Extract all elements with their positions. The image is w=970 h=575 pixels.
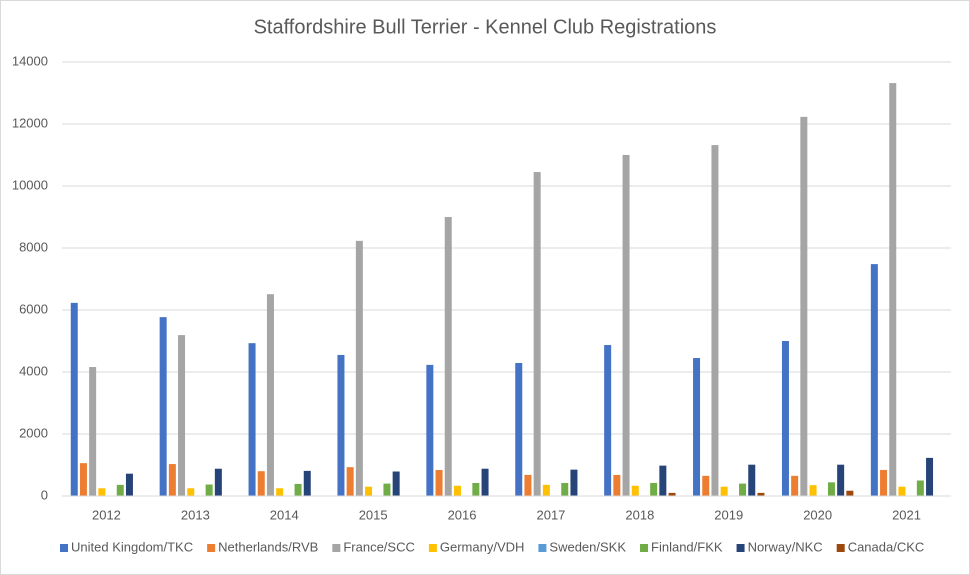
bar — [276, 488, 284, 496]
bar — [702, 475, 710, 496]
x-tick-label: 2012 — [92, 507, 121, 522]
bar — [570, 469, 578, 496]
bar — [383, 483, 391, 496]
y-tick-label: 8000 — [19, 239, 48, 254]
bar — [266, 294, 274, 496]
bar — [926, 457, 934, 496]
bar — [89, 367, 97, 496]
x-tick-label: 2014 — [270, 507, 299, 522]
bar — [365, 486, 373, 496]
bar — [622, 155, 630, 496]
bar — [187, 488, 195, 496]
bar — [889, 83, 897, 496]
bar — [870, 264, 878, 496]
x-tick-label: 2013 — [181, 507, 210, 522]
bar — [668, 492, 676, 496]
bar — [800, 116, 808, 497]
legend-label: Finland/FKK — [651, 539, 723, 554]
y-tick-label: 4000 — [19, 363, 48, 378]
bar — [248, 343, 256, 496]
x-tick-label: 2017 — [536, 507, 565, 522]
bar — [693, 358, 701, 496]
bar — [631, 485, 639, 496]
legend-swatch — [538, 544, 547, 552]
bar — [809, 485, 817, 496]
legend-label: United Kingdom/TKC — [71, 539, 193, 554]
bar — [827, 482, 835, 496]
bar — [70, 302, 78, 496]
bar — [257, 471, 265, 496]
bar — [392, 471, 400, 496]
bar — [294, 483, 302, 496]
bar — [355, 240, 363, 496]
bar — [98, 488, 106, 496]
bar — [533, 172, 541, 497]
legend-label: Norway/NKC — [748, 539, 823, 554]
legend-label: Netherlands/RVB — [218, 539, 318, 554]
bar — [346, 467, 354, 496]
bar — [739, 483, 747, 496]
bar — [757, 492, 765, 496]
bar — [178, 335, 186, 496]
bar — [916, 480, 924, 496]
bar — [650, 482, 658, 496]
bar — [205, 484, 213, 496]
bar — [472, 482, 480, 496]
bar — [125, 473, 133, 496]
bar — [791, 475, 799, 496]
bar — [453, 485, 461, 496]
bar — [159, 317, 167, 496]
bar — [435, 469, 443, 496]
x-tick-label: 2019 — [714, 507, 743, 522]
bar — [781, 341, 789, 496]
bar — [711, 145, 719, 496]
y-tick-label: 12000 — [12, 115, 48, 130]
bar — [303, 470, 311, 496]
legend-swatch — [836, 544, 845, 552]
y-tick-label: 2000 — [19, 425, 48, 440]
legend-swatch — [332, 544, 341, 552]
y-tick-label: 6000 — [19, 301, 48, 316]
x-tick-label: 2018 — [625, 507, 654, 522]
bar — [444, 217, 452, 496]
x-tick-label: 2016 — [448, 507, 477, 522]
bar — [116, 484, 124, 496]
legend-swatch — [640, 544, 649, 552]
legend-swatch — [428, 544, 437, 552]
bar — [214, 468, 222, 496]
legend-label: Sweden/SKK — [549, 539, 626, 554]
legend-label: Germany/VDH — [440, 539, 525, 554]
y-tick-label: 10000 — [12, 177, 48, 192]
bar — [337, 354, 345, 496]
bar — [880, 469, 888, 496]
bar — [613, 474, 621, 496]
x-tick-label: 2015 — [359, 507, 388, 522]
bar — [481, 468, 489, 496]
bar — [846, 490, 854, 496]
x-tick-label: 2020 — [803, 507, 832, 522]
bar — [604, 345, 612, 496]
legend-swatch — [736, 544, 745, 552]
bar — [542, 484, 550, 496]
legend-label: France/SCC — [343, 539, 415, 554]
legend-swatch — [207, 544, 216, 552]
bar — [898, 486, 906, 496]
bar — [720, 486, 728, 496]
bar — [659, 465, 667, 496]
bar — [168, 464, 176, 496]
y-tick-label: 0 — [41, 487, 48, 502]
chart-title: Staffordshire Bull Terrier - Kennel Club… — [254, 16, 717, 38]
legend-swatch — [60, 544, 68, 552]
x-tick-label: 2021 — [892, 507, 921, 522]
bar — [837, 464, 845, 496]
bar — [561, 482, 569, 496]
y-tick-label: 14000 — [12, 53, 48, 68]
legend-label: Canada/CKC — [848, 539, 925, 554]
bar — [79, 463, 87, 496]
bar — [748, 464, 756, 496]
bar — [515, 363, 523, 496]
bar — [524, 474, 532, 496]
bar — [426, 364, 434, 496]
